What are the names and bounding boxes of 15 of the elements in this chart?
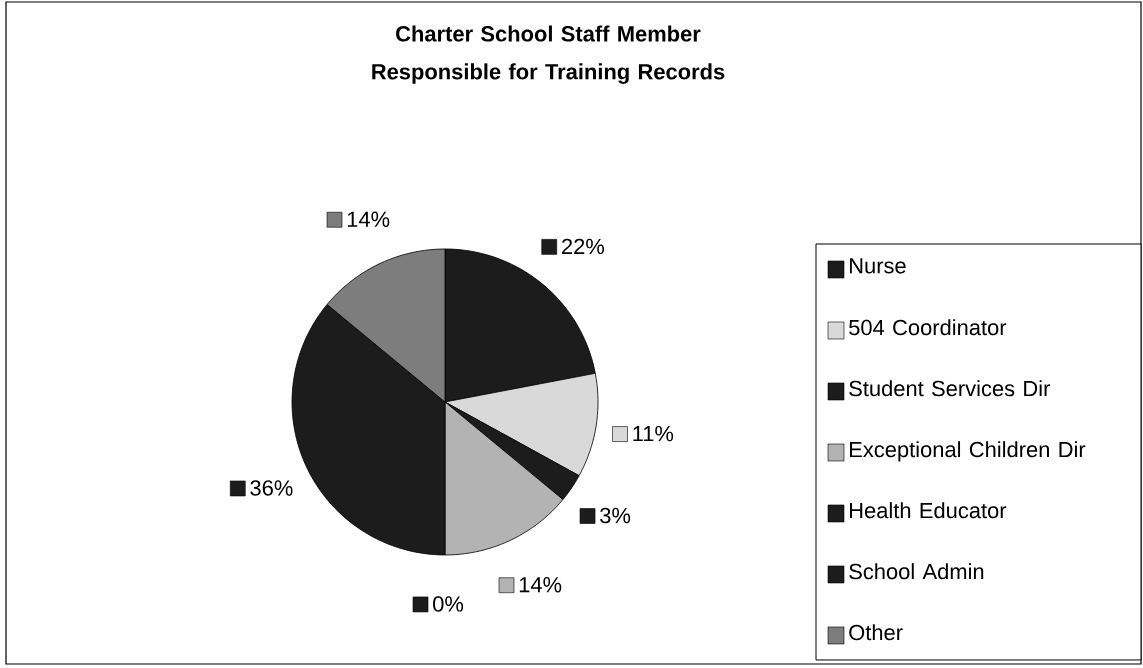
legend-label: 504 Coordinator	[849, 319, 1007, 336]
text: 0%	[433, 596, 464, 612]
chart-title: Charter School Staff Member Responsible for Training Records	[372, 25, 725, 84]
data-label: 14%	[519, 577, 562, 593]
legend-label: Other	[849, 624, 903, 641]
legend-label: Exceptional Children Dir	[850, 441, 1086, 462]
data-label: 11%	[633, 425, 674, 442]
data-label: 22%	[562, 238, 605, 255]
legend-label: Nurse	[850, 258, 906, 274]
data-label: 36%	[250, 480, 293, 496]
data-label: 3%	[600, 507, 631, 524]
legend-label: Health Educator	[850, 502, 1007, 519]
data-label: 14%	[347, 211, 390, 227]
legend-label: School Admin	[849, 563, 984, 580]
legend-label: Student Services Dir	[849, 380, 1051, 397]
